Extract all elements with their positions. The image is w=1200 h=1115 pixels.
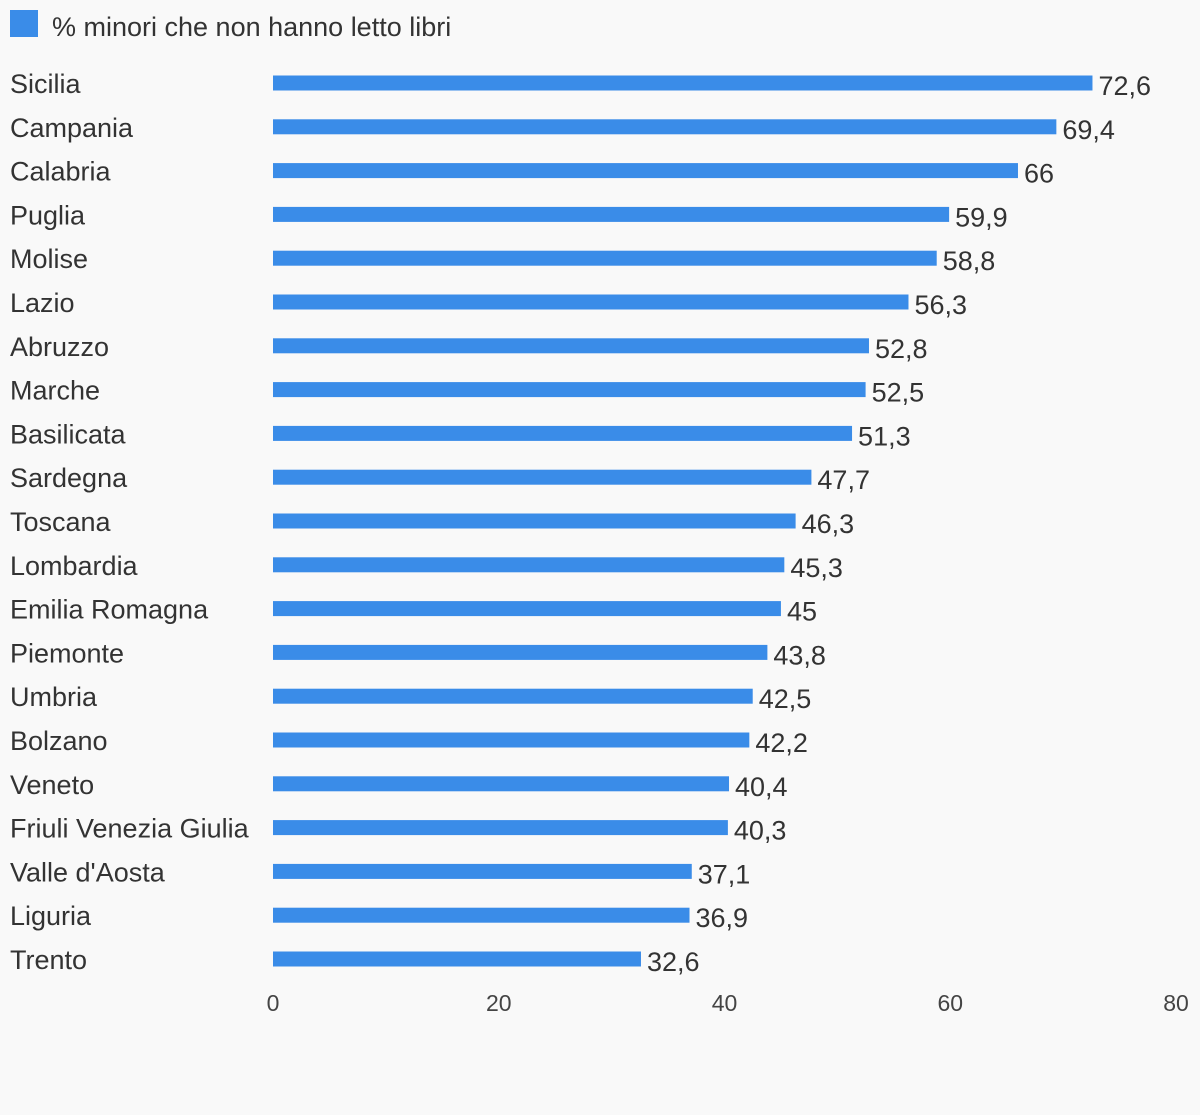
category-label: Basilicata xyxy=(10,419,127,449)
category-label: Toscana xyxy=(10,507,112,537)
category-label: Lombardia xyxy=(10,551,139,581)
legend-label: % minori che non hanno letto libri xyxy=(52,12,451,42)
category-label: Puglia xyxy=(10,200,86,230)
category-label: Sardegna xyxy=(10,463,128,493)
category-label: Lazio xyxy=(10,288,75,318)
bar xyxy=(273,382,866,398)
category-label: Emilia Romagna xyxy=(10,595,209,625)
category-label: Umbria xyxy=(10,682,98,712)
x-tick-label: 20 xyxy=(486,990,512,1016)
legend-swatch xyxy=(10,10,38,37)
bar xyxy=(273,601,781,617)
value-label: 32,6 xyxy=(647,947,700,977)
category-label: Liguria xyxy=(10,901,92,931)
bar xyxy=(273,75,1093,91)
value-label: 45 xyxy=(787,597,817,627)
bar xyxy=(273,688,753,704)
value-label: 51,3 xyxy=(858,421,911,451)
bar xyxy=(273,338,869,354)
value-label: 46,3 xyxy=(802,509,855,539)
x-tick-label: 0 xyxy=(267,990,280,1016)
value-label: 52,8 xyxy=(875,334,928,364)
x-tick-label: 60 xyxy=(937,990,963,1016)
value-label: 43,8 xyxy=(773,640,826,670)
category-label: Trento xyxy=(10,945,87,975)
category-label: Bolzano xyxy=(10,726,108,756)
value-label: 69,4 xyxy=(1062,115,1115,145)
value-label: 40,4 xyxy=(735,772,788,802)
bar xyxy=(273,163,1018,179)
value-label: 36,9 xyxy=(696,903,749,933)
bar xyxy=(273,119,1057,135)
bar xyxy=(273,294,909,310)
bar xyxy=(273,732,750,748)
category-label: Friuli Venezia Giulia xyxy=(10,814,250,844)
category-label: Marche xyxy=(10,376,100,406)
bar xyxy=(273,907,690,923)
category-label: Sicilia xyxy=(10,69,82,99)
value-label: 45,3 xyxy=(790,553,843,583)
bar xyxy=(273,513,796,529)
bar xyxy=(273,557,785,573)
x-tick-label: 40 xyxy=(712,990,738,1016)
value-label: 72,6 xyxy=(1098,71,1151,101)
category-label: Campania xyxy=(10,113,134,143)
value-label: 52,5 xyxy=(872,378,925,408)
category-label: Molise xyxy=(10,244,88,274)
bar xyxy=(273,469,812,485)
bar xyxy=(273,820,728,836)
bar xyxy=(273,863,692,879)
category-label: Veneto xyxy=(10,770,94,800)
value-label: 66 xyxy=(1024,159,1054,189)
category-label: Abruzzo xyxy=(10,332,109,362)
x-tick-label: 80 xyxy=(1163,990,1189,1016)
value-label: 42,5 xyxy=(759,684,812,714)
category-label: Calabria xyxy=(10,157,112,187)
bar xyxy=(273,951,641,967)
value-label: 37,1 xyxy=(698,859,751,889)
value-label: 58,8 xyxy=(943,246,996,276)
value-label: 56,3 xyxy=(914,290,967,320)
value-label: 47,7 xyxy=(817,465,870,495)
bar xyxy=(273,206,950,222)
value-label: 40,3 xyxy=(734,816,787,846)
category-label: Valle d'Aosta xyxy=(10,857,166,887)
bar xyxy=(273,425,853,441)
value-label: 42,2 xyxy=(755,728,808,758)
value-label: 59,9 xyxy=(955,202,1008,232)
category-label: Piemonte xyxy=(10,638,124,668)
bar xyxy=(273,776,730,792)
bar xyxy=(273,644,768,660)
bar xyxy=(273,250,937,266)
